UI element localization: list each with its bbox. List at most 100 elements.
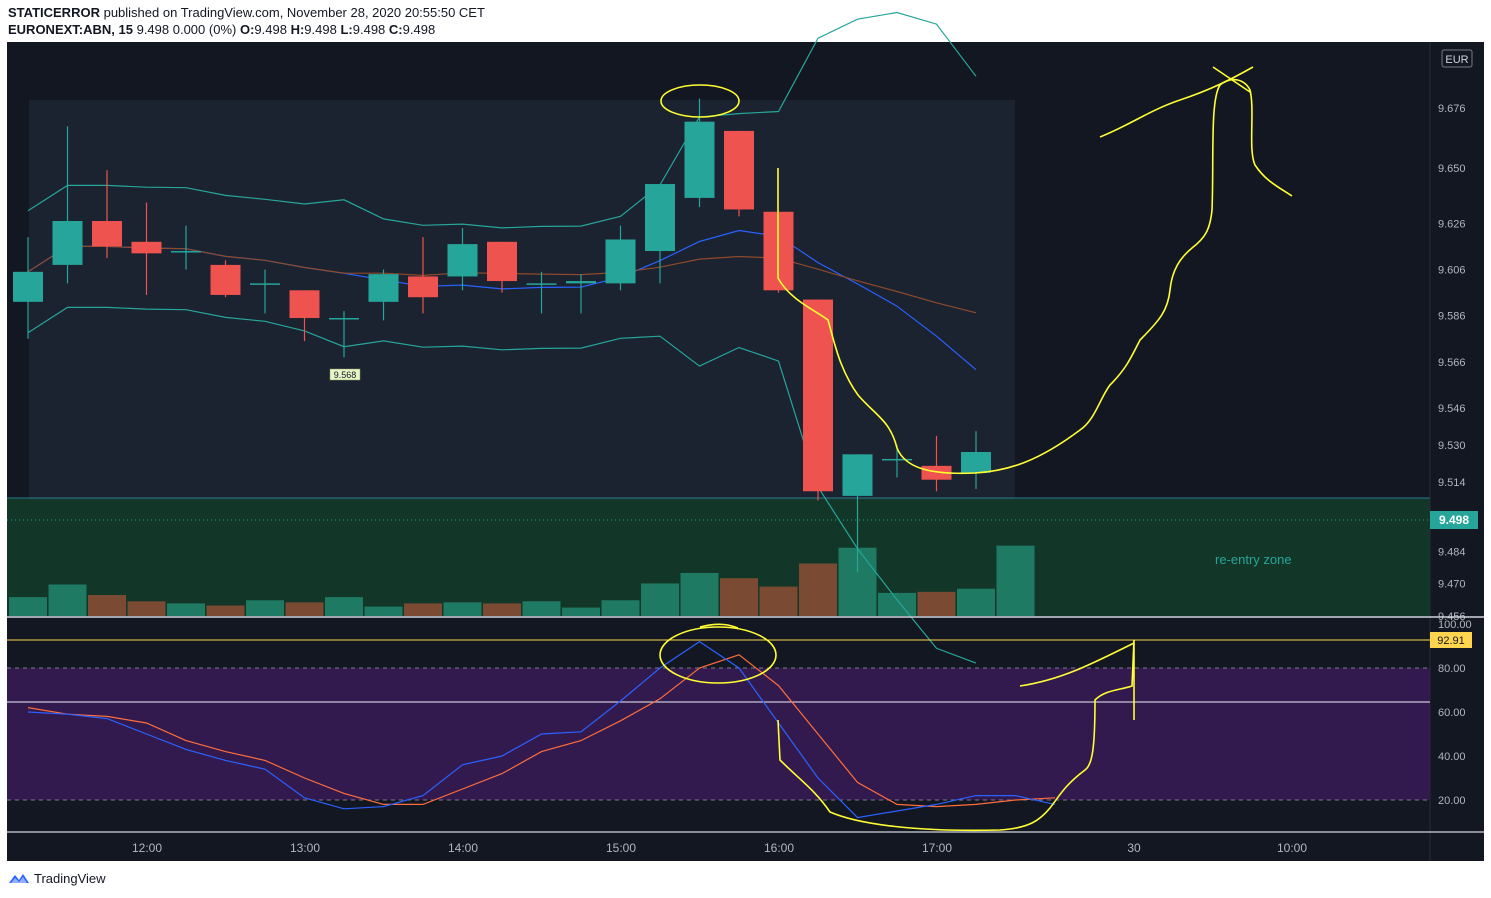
- close-label: C:: [388, 22, 403, 37]
- volume-bar-1: [48, 584, 87, 616]
- candle-body: [289, 290, 320, 319]
- annotation-stoch-circle: [659, 626, 777, 684]
- volume-bar-4: [167, 603, 205, 616]
- candle-13:45: [368, 269, 399, 321]
- candle-13:30: [329, 311, 359, 358]
- close-value: 9.498: [402, 22, 436, 37]
- candle-body: [329, 318, 359, 320]
- volume-bar-8: [325, 597, 363, 616]
- stoch-axis[interactable]: 100.00 80.00 60.00 40.00 20.00: [1438, 619, 1472, 807]
- candle-16:00: [724, 130, 754, 217]
- volume-bar-3: [127, 601, 166, 616]
- annotation-price-path: [777, 78, 1293, 475]
- volume-bar-20: [799, 563, 837, 616]
- candle-15:30: [645, 184, 675, 284]
- candle-17:15: [921, 435, 952, 492]
- time-tick-2: 14:00: [448, 841, 478, 855]
- symbol-name: EURONEXT:ABN, 15: [8, 22, 133, 37]
- time-tick-6: 30: [1127, 841, 1141, 855]
- volume-bar-16: [641, 583, 679, 616]
- symbol-line: EURONEXT:ABN, 15 9.498 0.000 (0%) O:9.49…: [8, 22, 435, 37]
- candle-14:00: [408, 237, 438, 314]
- candle-16:30: [803, 299, 833, 501]
- candle-17:30: [961, 431, 991, 489]
- currency-label: EUR: [1445, 54, 1468, 66]
- price-axis[interactable]: 9.676 9.650 9.626 9.606 9.586 9.566 9.546 9.530…: [1438, 103, 1466, 623]
- publish-line: STATICERROR published on TradingView.com…: [8, 5, 485, 20]
- candle-body: [13, 271, 43, 302]
- price-tick-3: 9.606: [1438, 265, 1466, 277]
- stoch-tick-2: 60.00: [1438, 707, 1466, 719]
- stochastic-lines: [27, 640, 1056, 819]
- volume-bar-17: [680, 572, 719, 616]
- price-tick-9: 9.484: [1438, 546, 1466, 558]
- tradingview-brand[interactable]: TradingView: [34, 871, 106, 886]
- candle-15:45: [684, 98, 715, 208]
- time-tick-7: 10:00: [1277, 841, 1307, 855]
- high-label: H:: [290, 22, 305, 37]
- candle-body: [961, 451, 991, 473]
- publish-info: published on TradingView.com, November 2…: [103, 5, 485, 20]
- candle-body: [724, 130, 754, 210]
- stoch-tick-3: 40.00: [1438, 751, 1466, 763]
- candle-body: [842, 454, 873, 496]
- annotation-stoch-path: [777, 639, 1135, 832]
- candle-16:45: [842, 454, 873, 573]
- volume-bar-5: [206, 605, 245, 616]
- candle-body: [566, 281, 596, 284]
- stoch-k-line: [27, 640, 1056, 819]
- low-marker-box: [329, 368, 361, 381]
- high-value: 9.498: [304, 22, 337, 37]
- currency-box[interactable]: [1441, 49, 1473, 68]
- author-name[interactable]: STATICERROR: [8, 5, 100, 20]
- low-marker: 9.568: [334, 370, 357, 380]
- candle-body: [526, 283, 557, 285]
- stoch-tick-0: 100.00: [1438, 619, 1472, 631]
- open-label: O:: [239, 22, 255, 37]
- price-tick-4: 9.586: [1438, 311, 1466, 323]
- candle-12:45: [210, 260, 241, 298]
- candle-body: [92, 221, 122, 247]
- annotation-arrow-shaft: [1099, 66, 1254, 138]
- candle-11:30: [13, 237, 43, 339]
- candle-body: [131, 241, 162, 254]
- volume-bar-14: [562, 607, 600, 616]
- volume-bar-13: [522, 601, 561, 616]
- candle-body: [250, 283, 280, 285]
- last-price-tag: [1430, 511, 1478, 529]
- time-axis[interactable]: 12:00 13:00 14:00 15:00 16:00 17:00 30 10:00: [132, 841, 1307, 855]
- volume-bar-19: [759, 586, 798, 616]
- zone-label: re-entry zone: [1215, 552, 1292, 567]
- candle-body: [605, 239, 636, 284]
- volume-bar-2: [88, 595, 126, 616]
- volume-bar-23: [917, 591, 956, 616]
- price-tick-7: 9.530: [1438, 440, 1466, 452]
- candle-body: [882, 458, 912, 461]
- time-tick-4: 16:00: [764, 841, 794, 855]
- price-tick-10: 9.470: [1438, 579, 1466, 591]
- candle-body: [210, 264, 241, 295]
- time-tick-0: 12:00: [132, 841, 162, 855]
- low-label: L:: [340, 22, 353, 37]
- candle-13:15: [289, 290, 320, 342]
- price-tick-6: 9.546: [1438, 403, 1466, 415]
- stoch-d-line: [27, 654, 1056, 808]
- candle-13:00: [250, 269, 280, 314]
- candle-12:30: [171, 225, 201, 270]
- time-tick-5: 17:00: [922, 841, 952, 855]
- candle-14:45: [526, 271, 557, 314]
- volume-bar-22: [878, 592, 916, 616]
- stoch-level-value: 92.91: [1437, 635, 1465, 647]
- volume-bar-12: [483, 603, 521, 616]
- volume-bar-18: [720, 578, 758, 616]
- price-tick-8: 9.514: [1438, 477, 1466, 489]
- annotation-stoch-tick: [699, 623, 739, 629]
- candle-12:00: [92, 170, 122, 258]
- annotation-arrow-head: [1212, 66, 1251, 93]
- volume-bar-10: [404, 603, 442, 616]
- candle-body: [645, 184, 675, 252]
- volume-bar-25: [996, 545, 1035, 616]
- tradingview-logo-icon[interactable]: [8, 870, 30, 886]
- bollinger-fill: [29, 100, 1015, 500]
